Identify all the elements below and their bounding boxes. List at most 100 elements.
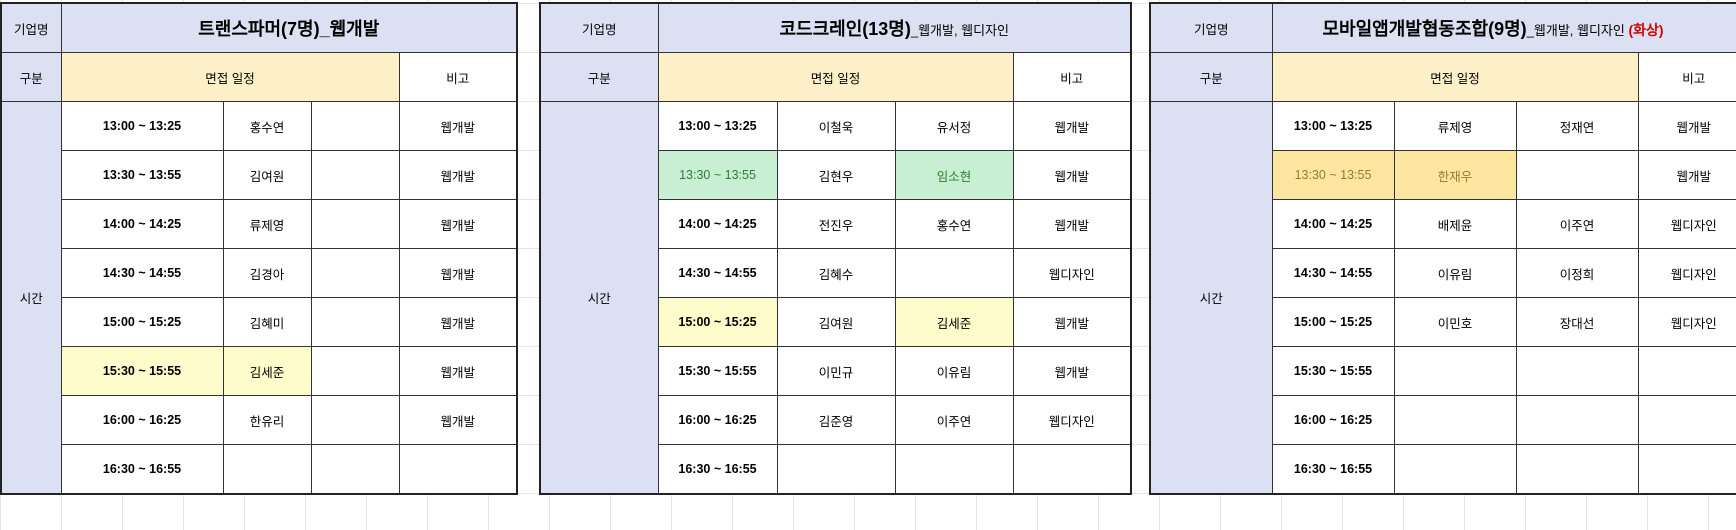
candidate-cell[interactable] xyxy=(894,248,1014,298)
candidate-cell[interactable]: 홍수연 xyxy=(222,101,312,151)
candidate-cell[interactable] xyxy=(776,444,896,495)
candidate-cell[interactable] xyxy=(310,248,400,298)
remark-cell[interactable]: 웹개발 xyxy=(398,150,518,200)
candidate-cell[interactable]: 이철욱 xyxy=(776,101,896,151)
remark-cell[interactable]: 웹디자인 xyxy=(1637,199,1736,249)
company-name-cell[interactable]: 모바일앱개발협동조합(9명)_웹개발, 웹디자인 (화상) xyxy=(1271,2,1736,53)
candidate-cell[interactable] xyxy=(310,150,400,200)
time-slot[interactable]: 14:30 ~ 14:55 xyxy=(60,248,224,298)
candidate-cell[interactable] xyxy=(894,444,1014,495)
candidate-cell[interactable]: 김세준 xyxy=(894,297,1014,347)
candidate-cell[interactable]: 장대선 xyxy=(1515,297,1639,347)
candidate-cell[interactable]: 이주연 xyxy=(1515,199,1639,249)
candidate-cell[interactable]: 전진우 xyxy=(776,199,896,249)
remark-cell[interactable]: 웹개발 xyxy=(398,346,518,396)
remark-cell[interactable]: 웹개발 xyxy=(398,199,518,249)
candidate-cell[interactable]: 김세준 xyxy=(222,346,312,396)
candidate-cell[interactable]: 이정희 xyxy=(1515,248,1639,298)
candidate-cell[interactable]: 류제영 xyxy=(222,199,312,249)
remark-cell[interactable] xyxy=(1637,346,1736,396)
remark-cell[interactable]: 웹개발 xyxy=(1012,346,1132,396)
remark-cell[interactable] xyxy=(1637,395,1736,445)
candidate-cell[interactable] xyxy=(1515,395,1639,445)
remark-cell[interactable]: 웹개발 xyxy=(398,297,518,347)
candidate-cell[interactable] xyxy=(310,199,400,249)
time-slot[interactable]: 13:00 ~ 13:25 xyxy=(1271,101,1395,151)
candidate-cell[interactable]: 임소현 xyxy=(894,150,1014,200)
company-name-cell[interactable]: 트랜스파머(7명)_웹개발 xyxy=(60,2,518,53)
time-slot[interactable]: 14:00 ~ 14:25 xyxy=(1271,199,1395,249)
time-slot[interactable]: 14:00 ~ 14:25 xyxy=(657,199,778,249)
remark-cell[interactable]: 웹개발 xyxy=(398,395,518,445)
candidate-cell[interactable] xyxy=(310,101,400,151)
time-slot[interactable]: 15:30 ~ 15:55 xyxy=(60,346,224,396)
candidate-cell[interactable] xyxy=(1393,346,1517,396)
time-slot[interactable]: 16:00 ~ 16:25 xyxy=(60,395,224,445)
candidate-cell[interactable]: 이유림 xyxy=(894,346,1014,396)
remark-cell[interactable]: 웹개발 xyxy=(1637,101,1736,151)
time-slot[interactable]: 14:30 ~ 14:55 xyxy=(1271,248,1395,298)
time-slot[interactable]: 13:00 ~ 13:25 xyxy=(657,101,778,151)
time-slot[interactable]: 13:30 ~ 13:55 xyxy=(60,150,224,200)
candidate-cell[interactable]: 한재우 xyxy=(1393,150,1517,200)
candidate-cell[interactable]: 이유림 xyxy=(1393,248,1517,298)
candidate-cell[interactable]: 류제영 xyxy=(1393,101,1517,151)
remark-cell[interactable]: 웹디자인 xyxy=(1012,395,1132,445)
candidate-cell[interactable] xyxy=(1393,444,1517,495)
candidate-cell[interactable]: 배제윤 xyxy=(1393,199,1517,249)
remark-cell[interactable]: 웹디자인 xyxy=(1012,248,1132,298)
remark-cell[interactable]: 웹개발 xyxy=(1012,150,1132,200)
time-slot[interactable]: 13:00 ~ 13:25 xyxy=(60,101,224,151)
time-slot[interactable]: 16:30 ~ 16:55 xyxy=(657,444,778,495)
remark-cell[interactable]: 웹개발 xyxy=(1012,101,1132,151)
time-slot[interactable]: 13:30 ~ 13:55 xyxy=(1271,150,1395,200)
time-slot[interactable]: 13:30 ~ 13:55 xyxy=(657,150,778,200)
candidate-cell[interactable]: 이주연 xyxy=(894,395,1014,445)
candidate-cell[interactable] xyxy=(1515,444,1639,495)
candidate-cell[interactable] xyxy=(310,297,400,347)
candidate-cell[interactable]: 홍수연 xyxy=(894,199,1014,249)
time-slot[interactable]: 16:00 ~ 16:25 xyxy=(1271,395,1395,445)
candidate-cell[interactable] xyxy=(222,444,312,495)
time-slot[interactable]: 16:30 ~ 16:55 xyxy=(1271,444,1395,495)
remark-cell[interactable] xyxy=(398,444,518,495)
candidate-cell[interactable]: 김준영 xyxy=(776,395,896,445)
time-slot[interactable]: 16:00 ~ 16:25 xyxy=(657,395,778,445)
candidate-cell[interactable]: 이민규 xyxy=(776,346,896,396)
candidate-cell[interactable] xyxy=(310,395,400,445)
candidate-cell[interactable]: 유서정 xyxy=(894,101,1014,151)
candidate-cell[interactable]: 김현우 xyxy=(776,150,896,200)
candidate-cell[interactable] xyxy=(310,444,400,495)
remark-cell[interactable]: 웹개발 xyxy=(1637,150,1736,200)
candidate-cell[interactable]: 김여원 xyxy=(222,150,312,200)
candidate-cell[interactable]: 김경아 xyxy=(222,248,312,298)
time-slot[interactable]: 15:00 ~ 15:25 xyxy=(1271,297,1395,347)
candidate-cell[interactable]: 한유리 xyxy=(222,395,312,445)
remark-cell[interactable] xyxy=(1637,444,1736,495)
remark-cell[interactable]: 웹개발 xyxy=(398,248,518,298)
time-slot[interactable]: 15:00 ~ 15:25 xyxy=(657,297,778,347)
candidate-cell[interactable]: 김혜수 xyxy=(776,248,896,298)
candidate-cell[interactable] xyxy=(1393,395,1517,445)
time-slot[interactable]: 16:30 ~ 16:55 xyxy=(60,444,224,495)
time-slot[interactable]: 14:00 ~ 14:25 xyxy=(60,199,224,249)
remark-cell[interactable] xyxy=(1012,444,1132,495)
candidate-cell[interactable]: 김혜미 xyxy=(222,297,312,347)
company-name-suffix: _웹개발, 웹디자인 xyxy=(910,23,1010,38)
remark-cell[interactable]: 웹디자인 xyxy=(1637,248,1736,298)
company-name-cell[interactable]: 코드크레인(13명)_웹개발, 웹디자인 xyxy=(657,2,1132,53)
remark-cell[interactable]: 웹개발 xyxy=(1012,297,1132,347)
time-slot[interactable]: 14:30 ~ 14:55 xyxy=(657,248,778,298)
remark-cell[interactable]: 웹디자인 xyxy=(1637,297,1736,347)
candidate-cell[interactable] xyxy=(1515,150,1639,200)
remark-cell[interactable]: 웹개발 xyxy=(1012,199,1132,249)
candidate-cell[interactable]: 정재연 xyxy=(1515,101,1639,151)
candidate-cell[interactable]: 이민호 xyxy=(1393,297,1517,347)
time-slot[interactable]: 15:30 ~ 15:55 xyxy=(1271,346,1395,396)
remark-cell[interactable]: 웹개발 xyxy=(398,101,518,151)
time-slot[interactable]: 15:30 ~ 15:55 xyxy=(657,346,778,396)
candidate-cell[interactable] xyxy=(310,346,400,396)
candidate-cell[interactable]: 김여원 xyxy=(776,297,896,347)
time-slot[interactable]: 15:00 ~ 15:25 xyxy=(60,297,224,347)
candidate-cell[interactable] xyxy=(1515,346,1639,396)
